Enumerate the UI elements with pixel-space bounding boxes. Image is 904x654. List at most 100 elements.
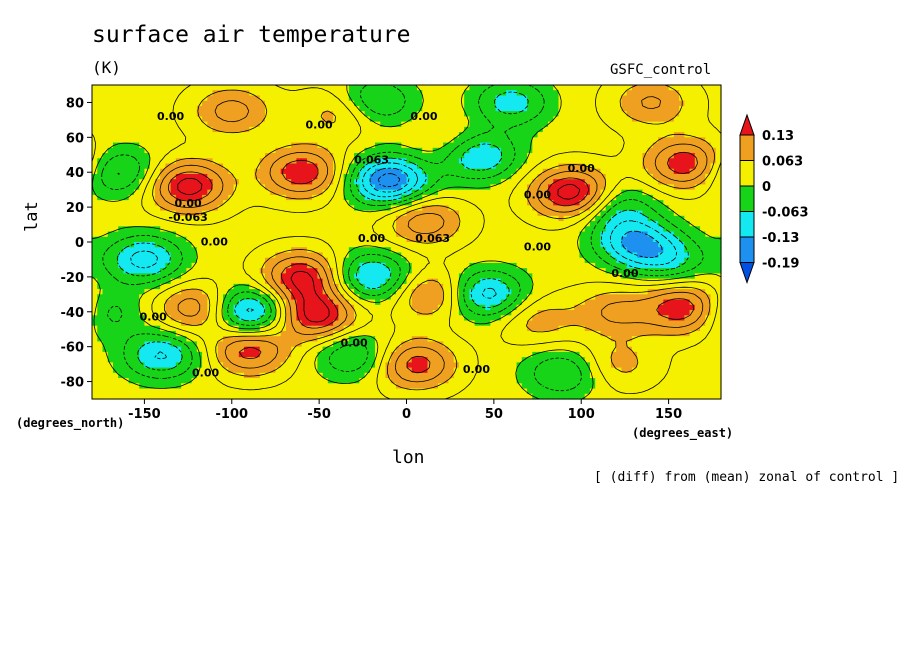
heatmap-cell <box>684 294 691 301</box>
heatmap-cell <box>118 168 125 175</box>
heatmap-cell <box>285 137 292 144</box>
heatmap-cell <box>212 200 219 206</box>
heatmap-cell <box>380 257 387 264</box>
heatmap-cell <box>396 205 402 212</box>
heatmap-cell <box>191 137 198 144</box>
heatmap-cell <box>175 168 182 175</box>
heatmap-cell <box>165 121 172 128</box>
heatmap-cell <box>333 262 339 269</box>
heatmap-cell <box>595 158 602 165</box>
heatmap-cell <box>343 268 350 274</box>
heatmap-cell <box>715 111 722 117</box>
heatmap-cell <box>364 153 371 159</box>
heatmap-cell <box>647 173 654 180</box>
heatmap-cell <box>181 283 187 290</box>
heatmap-cell <box>432 231 439 238</box>
heatmap-cell <box>422 126 429 133</box>
heatmap-cell <box>202 85 208 91</box>
heatmap-cell <box>427 179 434 186</box>
heatmap-cell <box>527 163 533 170</box>
heatmap-cell <box>574 142 581 149</box>
heatmap-cell <box>154 168 161 175</box>
heatmap-cell <box>600 194 607 201</box>
heatmap-cell <box>595 200 602 206</box>
heatmap-cell <box>264 168 271 175</box>
heatmap-cell <box>553 184 560 191</box>
heatmap-cell <box>527 85 533 91</box>
heatmap-cell <box>464 147 470 154</box>
heatmap-cell <box>102 257 109 264</box>
heatmap-cell <box>532 278 539 285</box>
heatmap-cell <box>118 90 125 97</box>
heatmap-cell <box>296 153 303 159</box>
heatmap-cell <box>694 273 701 280</box>
heatmap-cell <box>154 226 161 233</box>
heatmap-cell <box>181 111 187 117</box>
heatmap-cell <box>223 95 229 102</box>
heatmap-cell <box>527 278 533 285</box>
heatmap-cell <box>139 111 146 117</box>
heatmap-cell <box>244 137 250 144</box>
heatmap-cell <box>322 126 329 133</box>
heatmap-cell <box>322 184 329 191</box>
heatmap-cell <box>144 95 151 102</box>
heatmap-cell <box>170 221 177 227</box>
heatmap-cell <box>154 158 161 165</box>
heatmap-cell <box>175 242 182 248</box>
heatmap-cell <box>165 294 172 301</box>
heatmap-cell <box>175 247 182 254</box>
heatmap-cell <box>369 189 376 196</box>
heatmap-cell <box>548 194 554 201</box>
heatmap-cell <box>495 189 502 196</box>
heatmap-cell <box>285 242 292 248</box>
heatmap-cell <box>191 189 198 196</box>
heatmap-cell <box>626 210 633 217</box>
heatmap-cell <box>359 278 366 285</box>
heatmap-cell <box>705 168 712 175</box>
heatmap-cell <box>574 173 581 180</box>
heatmap-cell <box>354 121 360 128</box>
heatmap-cell <box>254 257 261 264</box>
heatmap-cell <box>568 116 575 123</box>
heatmap-cell <box>306 226 313 233</box>
heatmap-cell <box>610 111 617 117</box>
heatmap-cell <box>605 210 612 217</box>
heatmap-cell <box>511 252 518 259</box>
heatmap-cell <box>464 95 470 102</box>
heatmap-cell <box>401 226 408 233</box>
heatmap-cell <box>102 95 109 102</box>
heatmap-cell <box>317 189 324 196</box>
heatmap-cell <box>396 173 402 180</box>
heatmap-cell <box>343 242 350 248</box>
heatmap-cell <box>92 257 98 264</box>
heatmap-cell <box>589 236 596 243</box>
heatmap-cell <box>196 289 203 295</box>
heatmap-cell <box>610 257 617 264</box>
heatmap-cell <box>600 273 607 280</box>
heatmap-cell <box>223 252 229 259</box>
heatmap-cell <box>186 85 193 91</box>
heatmap-cell <box>448 85 455 91</box>
heatmap-cell <box>327 210 334 217</box>
heatmap-cell <box>595 268 602 274</box>
heatmap-cell <box>254 242 261 248</box>
heatmap-cell <box>175 236 182 243</box>
heatmap-cell <box>406 289 413 295</box>
heatmap-cell <box>715 137 722 144</box>
heatmap-cell <box>537 173 544 180</box>
heatmap-cell <box>700 121 706 128</box>
heatmap-cell <box>123 137 130 144</box>
heatmap-cell <box>312 299 318 306</box>
heatmap-cell <box>327 299 334 306</box>
heatmap-cell <box>338 210 345 217</box>
heatmap-cell <box>280 132 287 138</box>
heatmap-cell <box>118 194 125 201</box>
heatmap-cell <box>422 289 429 295</box>
heatmap-cell <box>118 242 125 248</box>
heatmap-cell <box>390 299 397 306</box>
heatmap-cell <box>249 105 256 112</box>
heatmap-cell <box>579 210 586 217</box>
heatmap-cell <box>652 231 659 238</box>
heatmap-cell <box>542 215 549 222</box>
heatmap-cell <box>92 231 98 238</box>
